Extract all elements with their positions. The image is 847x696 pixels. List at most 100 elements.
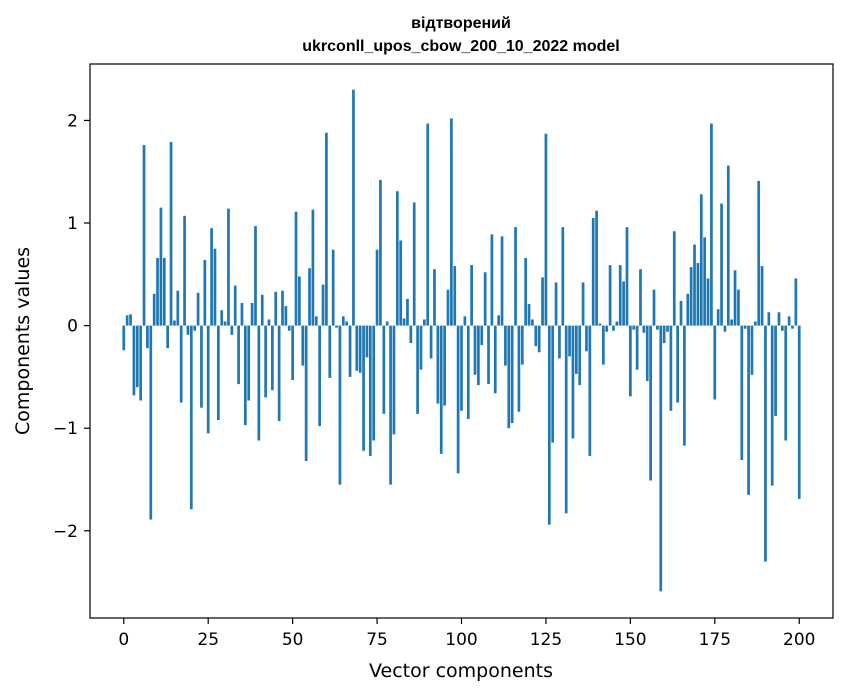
bar-135 bbox=[578, 325, 582, 386]
bar-136 bbox=[581, 282, 585, 326]
bar-156 bbox=[649, 325, 652, 481]
bar-77 bbox=[382, 325, 386, 414]
bar-111 bbox=[497, 315, 500, 326]
bar-181 bbox=[733, 270, 737, 326]
x-tick-label: 150 bbox=[614, 630, 646, 650]
bar-28 bbox=[216, 325, 220, 420]
bar-15 bbox=[173, 320, 176, 326]
bar-177 bbox=[720, 203, 723, 326]
bar-98 bbox=[453, 266, 457, 326]
bar-120 bbox=[527, 304, 531, 326]
bar-172 bbox=[703, 237, 707, 326]
bar-24 bbox=[203, 259, 207, 326]
bar-20 bbox=[189, 325, 193, 510]
bar-199 bbox=[794, 278, 798, 326]
bar-27 bbox=[213, 248, 217, 326]
bar-160 bbox=[662, 325, 666, 344]
bar-110 bbox=[493, 325, 497, 394]
bar-119 bbox=[524, 257, 528, 326]
bar-184 bbox=[743, 325, 747, 329]
bar-127 bbox=[551, 325, 555, 443]
bar-90 bbox=[426, 123, 430, 326]
bar-59 bbox=[321, 284, 325, 326]
bar-88 bbox=[419, 325, 423, 370]
bar-118 bbox=[520, 325, 524, 365]
bar-129 bbox=[558, 325, 561, 359]
bar-180 bbox=[730, 319, 734, 326]
bar-165 bbox=[679, 300, 683, 326]
bar-193 bbox=[774, 325, 777, 416]
bar-37 bbox=[247, 325, 251, 401]
y-tick-label: −1 bbox=[53, 419, 78, 439]
bar-200 bbox=[797, 325, 801, 499]
bar-154 bbox=[642, 325, 646, 333]
bar-96 bbox=[446, 289, 450, 326]
bar-44 bbox=[271, 325, 274, 391]
x-tick-label: 125 bbox=[530, 630, 562, 650]
bar-19 bbox=[186, 325, 190, 335]
bar-2 bbox=[129, 314, 132, 326]
bar-140 bbox=[595, 210, 598, 326]
bar-79 bbox=[389, 325, 392, 485]
bar-74 bbox=[372, 325, 376, 441]
bar-182 bbox=[737, 289, 740, 326]
bar-94 bbox=[439, 325, 443, 454]
bar-122 bbox=[534, 325, 538, 347]
bar-131 bbox=[564, 325, 568, 514]
bar-190 bbox=[764, 325, 767, 562]
x-tick-label: 50 bbox=[282, 630, 304, 650]
bar-40 bbox=[257, 325, 261, 441]
bar-91 bbox=[429, 325, 433, 359]
bar-36 bbox=[244, 325, 247, 426]
bar-5 bbox=[139, 325, 143, 401]
bar-53 bbox=[301, 325, 305, 366]
bar-69 bbox=[355, 325, 359, 371]
bar-139 bbox=[591, 217, 595, 326]
bar-48 bbox=[284, 306, 288, 326]
bar-169 bbox=[693, 244, 696, 326]
bar-187 bbox=[753, 321, 757, 326]
bar-89 bbox=[423, 319, 426, 326]
y-axis-label: Components values bbox=[12, 247, 34, 435]
bar-10 bbox=[156, 257, 159, 326]
bar-170 bbox=[696, 263, 700, 326]
x-axis-label: Vector components bbox=[369, 660, 553, 682]
bar-113 bbox=[504, 325, 507, 366]
bar-22 bbox=[196, 292, 200, 326]
bar-13 bbox=[166, 325, 170, 349]
bar-80 bbox=[392, 325, 396, 435]
y-tick-label: 1 bbox=[67, 214, 78, 234]
bar-100 bbox=[460, 325, 463, 411]
bar-198 bbox=[791, 325, 794, 329]
bar-175 bbox=[713, 325, 717, 400]
bar-16 bbox=[176, 290, 180, 326]
bar-143 bbox=[605, 325, 609, 332]
bar-31 bbox=[227, 208, 230, 326]
bar-95 bbox=[443, 325, 446, 406]
bar-67 bbox=[348, 325, 352, 377]
bar-167 bbox=[686, 293, 690, 326]
bar-108 bbox=[487, 325, 490, 385]
bar-168 bbox=[689, 267, 693, 326]
bar-186 bbox=[750, 325, 754, 375]
bar-38 bbox=[250, 303, 254, 326]
bar-132 bbox=[568, 325, 571, 357]
bar-194 bbox=[777, 312, 781, 326]
bar-51 bbox=[294, 211, 298, 326]
y-tick-label: 0 bbox=[67, 317, 78, 337]
x-tick-label: 0 bbox=[118, 630, 129, 650]
x-tick-label: 25 bbox=[197, 630, 219, 650]
bar-99 bbox=[456, 325, 460, 474]
bar-153 bbox=[639, 269, 642, 326]
bar-158 bbox=[656, 325, 659, 330]
bar-161 bbox=[666, 325, 669, 332]
bar-183 bbox=[740, 325, 744, 461]
bar-102 bbox=[466, 325, 470, 419]
bar-157 bbox=[652, 289, 656, 326]
bar-9 bbox=[152, 293, 156, 326]
bar-147 bbox=[618, 265, 622, 326]
bar-178 bbox=[723, 325, 727, 332]
bar-115 bbox=[510, 325, 514, 424]
bar-50 bbox=[291, 325, 294, 380]
bar-149 bbox=[625, 227, 629, 326]
